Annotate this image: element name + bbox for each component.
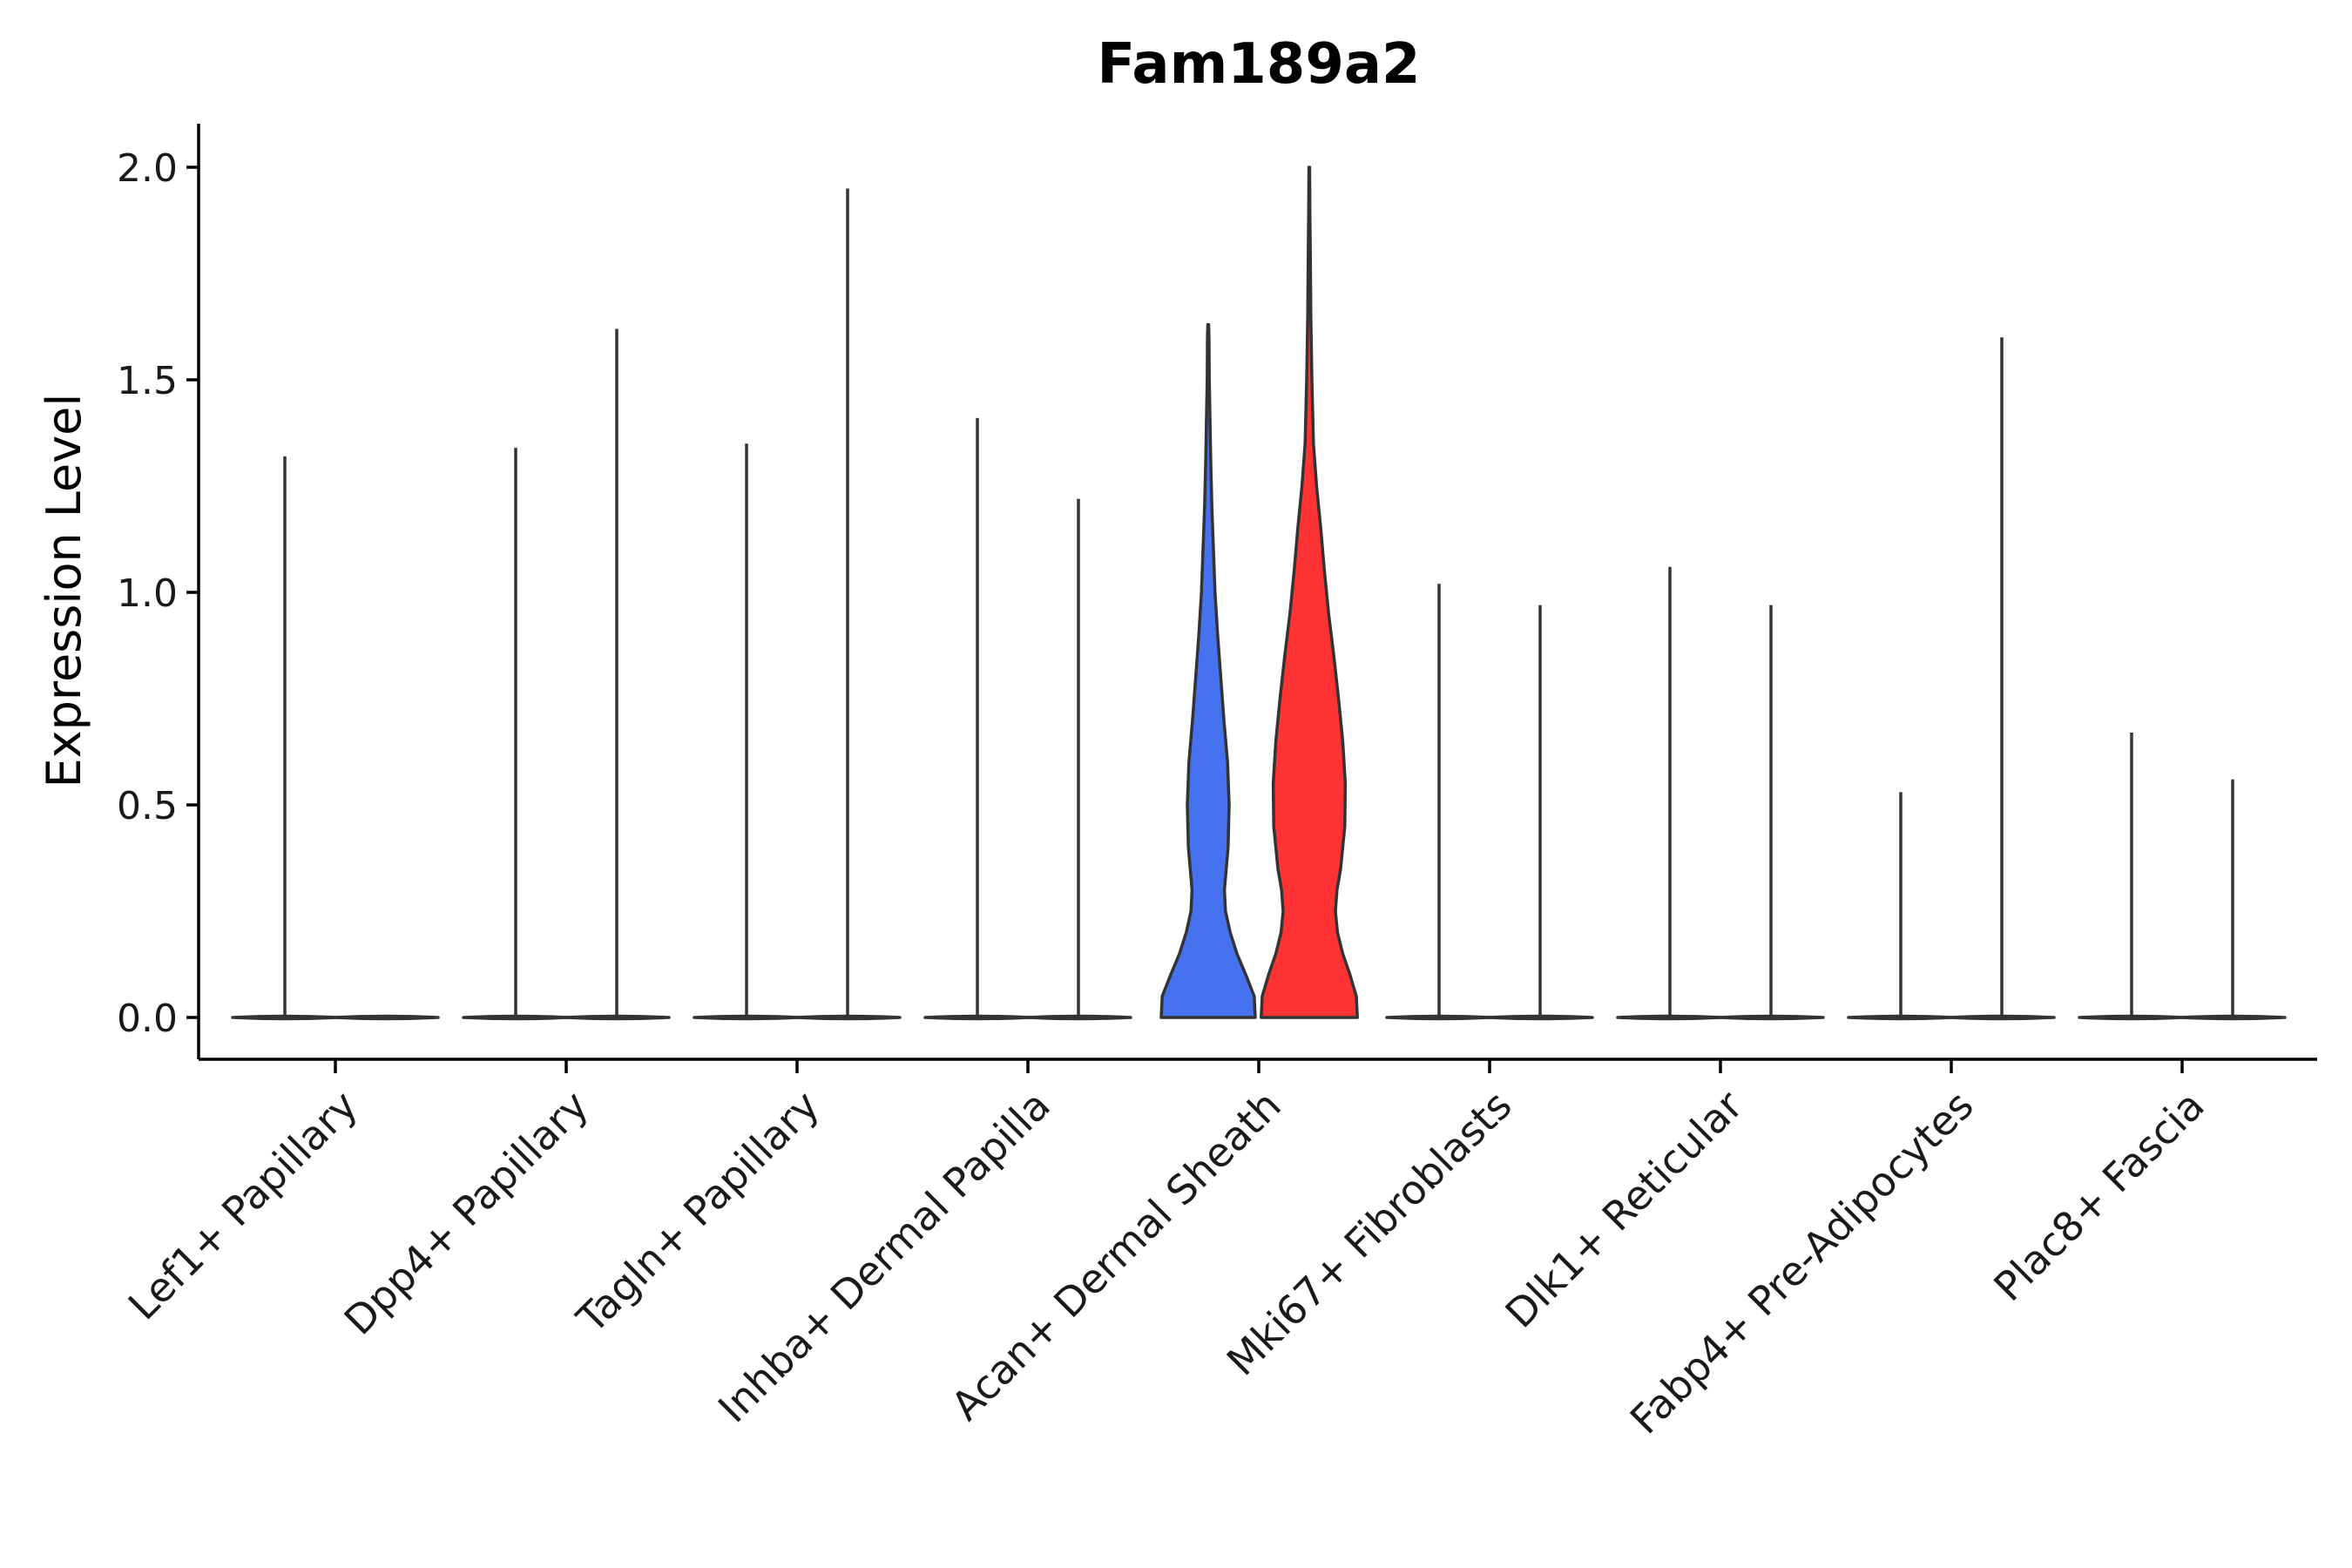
y-axis-title: Expression Level bbox=[37, 394, 91, 788]
chart-title: Fam189a2 bbox=[1097, 32, 1420, 97]
violin-base-2 bbox=[332, 1014, 440, 1021]
y-tick-label: 1.0 bbox=[117, 571, 178, 616]
violin-2 bbox=[1260, 166, 1359, 1019]
plot-area bbox=[231, 166, 2287, 1021]
y-tick-label: 0.0 bbox=[117, 997, 178, 1041]
y-tick-label: 1.5 bbox=[117, 359, 178, 403]
violin-1 bbox=[1159, 322, 1257, 1019]
y-axis: 0.0 0.5 1.0 1.5 2.0 bbox=[117, 124, 200, 1059]
y-tick-label: 0.5 bbox=[117, 784, 178, 828]
y-tick-label: 2.0 bbox=[117, 146, 178, 191]
